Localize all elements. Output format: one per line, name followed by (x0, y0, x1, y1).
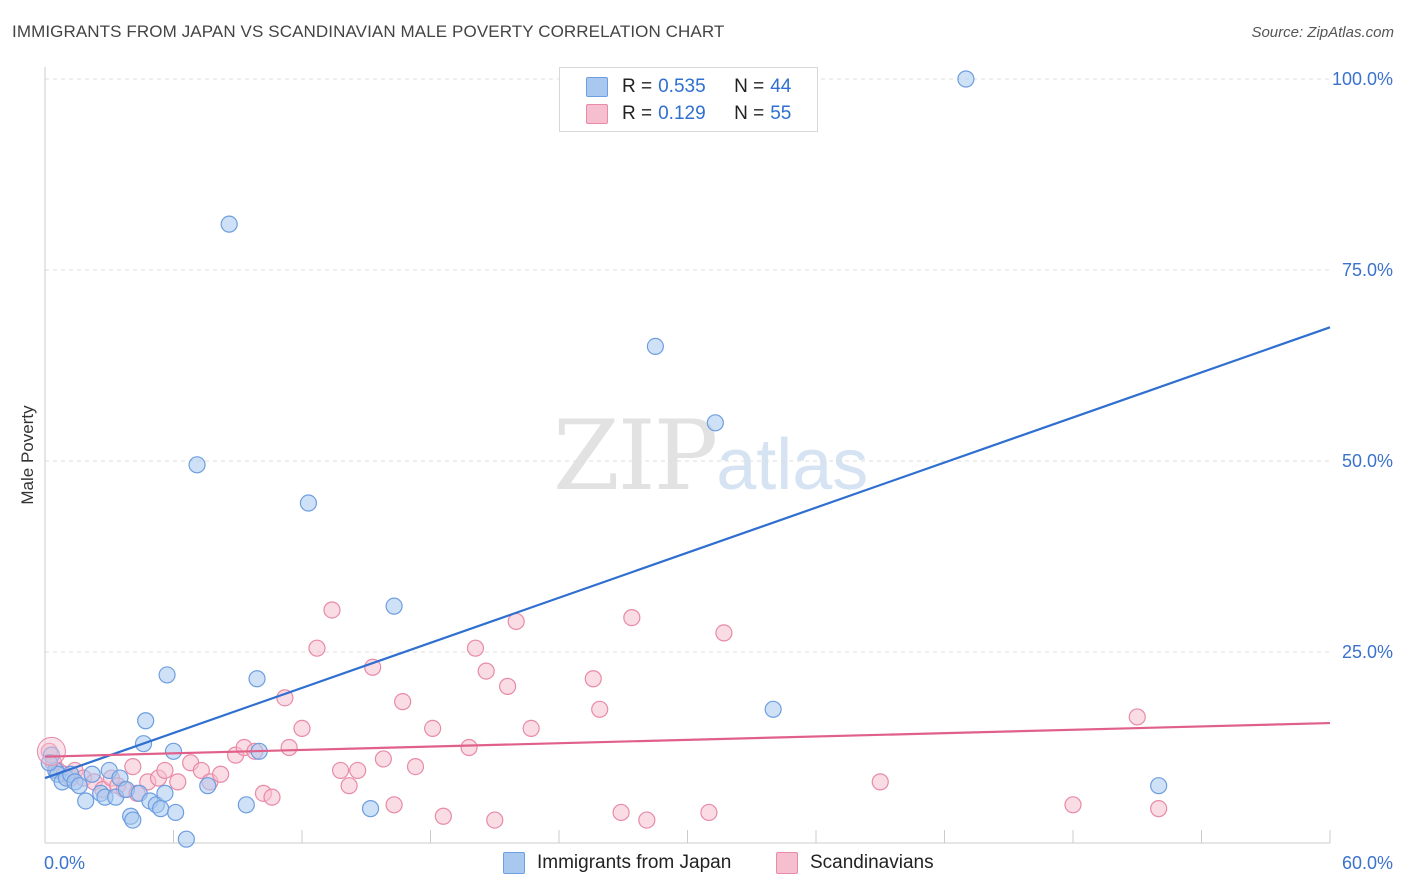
point-scandinavians (477, 662, 495, 680)
legend: R = 0.535 N = 44 R = 0.129 N = 55 (559, 67, 818, 132)
point-japan (361, 800, 380, 818)
point-japan (40, 754, 58, 772)
legend-row-japan: R = 0.535 N = 44 (586, 76, 791, 98)
point-japan (385, 597, 403, 615)
point-scandinavians (385, 796, 403, 814)
point-scandinavians (394, 693, 412, 711)
point-scandinavians (169, 773, 187, 791)
y-tick-label: 75.0% (1342, 260, 1393, 280)
point-scandinavians (212, 765, 230, 783)
chart-title: IMMIGRANTS FROM JAPAN VS SCANDINAVIAN MA… (12, 22, 725, 41)
point-scandinavians (700, 803, 718, 822)
legend-row-scandinavians: R = 0.129 N = 55 (586, 103, 791, 125)
point-scandinavians (406, 757, 425, 776)
point-japan (248, 670, 266, 688)
legend-r-value-japan: 0.535 (658, 76, 706, 97)
point-japan (158, 666, 176, 684)
legend-r-value-scandinavians: 0.129 (658, 103, 706, 124)
point-japan (77, 792, 95, 810)
point-scandinavians (486, 811, 504, 829)
bottom-legend-japan: Immigrants from Japan (503, 852, 731, 874)
bottom-legend-label-japan: Immigrants from Japan (537, 852, 732, 873)
y-tick-label: 50.0% (1342, 451, 1393, 471)
bottom-legend-scandinavians: Scandinavians (776, 852, 934, 874)
point-scandinavians (340, 777, 358, 795)
point-japan (70, 777, 88, 795)
point-japan (646, 337, 664, 355)
point-scandinavians (1064, 796, 1082, 814)
legend-n-label: N = (734, 76, 765, 97)
legend-swatch-japan (586, 77, 608, 97)
point-scandinavians (374, 750, 392, 768)
point-japan (177, 830, 195, 848)
watermark-atlas: atlas (716, 425, 869, 505)
y-tick-label: 25.0% (1342, 642, 1393, 662)
point-scandinavians (499, 677, 517, 695)
point-japan (188, 456, 206, 474)
point-scandinavians (612, 803, 630, 822)
watermark: ZIPatlas (553, 400, 868, 512)
legend-n-value-japan: 44 (770, 76, 792, 97)
point-japan (237, 796, 255, 814)
legend-r-label: R = (622, 103, 653, 124)
point-japan (220, 215, 238, 233)
legend-n-label: N = (734, 103, 765, 124)
x-tick-label: 0.0% (44, 853, 85, 873)
point-scandinavians (460, 738, 478, 757)
point-scandinavians (364, 658, 382, 676)
point-scandinavians (522, 719, 540, 738)
point-scandinavians (1150, 800, 1168, 818)
point-scandinavians (308, 639, 326, 657)
point-japan (706, 414, 724, 432)
point-scandinavians (331, 761, 350, 780)
point-scandinavians (871, 773, 889, 791)
point-japan (152, 800, 170, 818)
legend-swatch-scandinavians (586, 104, 608, 124)
trend-line-scandinavians (44, 721, 1331, 758)
trend-line-japan (44, 326, 1331, 780)
point-japan (957, 70, 975, 88)
point-japan (1150, 777, 1168, 795)
point-scandinavians (424, 719, 442, 738)
point-scandinavians (156, 761, 174, 780)
point-scandinavians (584, 670, 602, 688)
point-japan (164, 742, 183, 760)
x-tick-label: 60.0% (1342, 853, 1393, 873)
legend-n-value-scandinavians: 55 (770, 103, 792, 124)
point-scandinavians (192, 761, 210, 780)
point-japan (137, 712, 155, 730)
point-japan (83, 765, 101, 783)
y-tick-label: 100.0% (1332, 69, 1393, 89)
point-cluster-scandinavians (36, 736, 66, 766)
point-scandinavians (263, 788, 281, 806)
point-scandinavians (323, 601, 341, 619)
point-scandinavians (124, 757, 142, 776)
point-scandinavians (349, 761, 367, 780)
y-axis-label: Male Poverty (18, 405, 37, 505)
point-scandinavians (280, 738, 298, 757)
point-scandinavians (293, 719, 311, 738)
source-label: Source: ZipAtlas.com (1251, 24, 1394, 41)
point-japan (156, 784, 174, 802)
point-japan (167, 803, 185, 822)
legend-r-label: R = (622, 76, 653, 97)
point-scandinavians (434, 807, 452, 825)
point-scandinavians (1128, 708, 1146, 726)
point-scandinavians (623, 609, 641, 627)
bottom-legend-label-scandinavians: Scandinavians (810, 852, 934, 873)
bottom-legend-swatch-scandinavians (776, 852, 798, 874)
point-scandinavians (591, 700, 609, 718)
point-japan (299, 494, 318, 512)
point-scandinavians (715, 624, 733, 642)
point-japan (124, 811, 142, 829)
point-japan (199, 777, 217, 795)
bottom-legend: Immigrants from Japan Scandinavians (0, 852, 1406, 878)
watermark-zip: ZIP (553, 400, 718, 512)
point-japan (764, 700, 782, 718)
bottom-legend-swatch-japan (503, 852, 525, 874)
point-scandinavians (638, 811, 656, 829)
point-scandinavians (466, 639, 485, 657)
